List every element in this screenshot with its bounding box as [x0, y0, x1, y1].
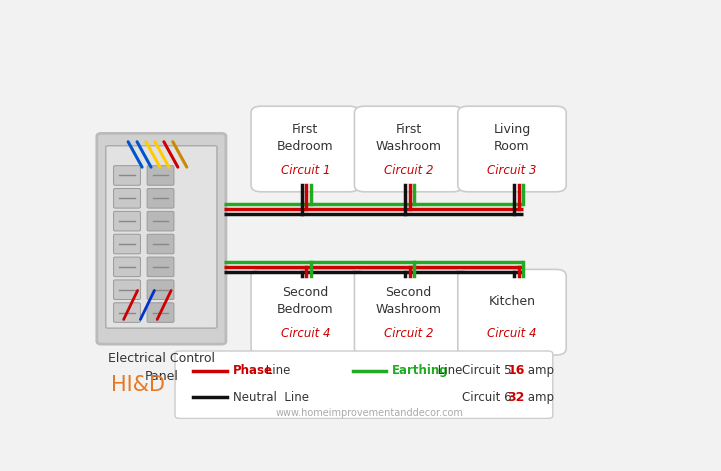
Text: First
Bedroom: First Bedroom	[277, 123, 334, 153]
FancyBboxPatch shape	[114, 280, 141, 300]
Text: Second
Bedroom: Second Bedroom	[277, 286, 334, 317]
Text: Circuit 1: Circuit 1	[280, 164, 330, 177]
FancyBboxPatch shape	[355, 269, 463, 355]
Text: Phase: Phase	[233, 364, 273, 377]
Text: Kitchen: Kitchen	[489, 295, 536, 308]
FancyBboxPatch shape	[114, 234, 141, 254]
Text: Circuit 6: Circuit 6	[461, 390, 519, 404]
FancyBboxPatch shape	[97, 133, 226, 344]
Text: amp: amp	[524, 390, 554, 404]
Text: Circuit 2: Circuit 2	[384, 164, 433, 177]
FancyBboxPatch shape	[147, 211, 174, 231]
Text: Circuit 4: Circuit 4	[487, 327, 536, 341]
Text: Earthing: Earthing	[392, 364, 448, 377]
Text: Circuit 4: Circuit 4	[280, 327, 330, 341]
FancyBboxPatch shape	[106, 146, 217, 328]
Text: Circuit 3: Circuit 3	[487, 164, 536, 177]
FancyBboxPatch shape	[114, 166, 141, 185]
Text: Living
Room: Living Room	[493, 123, 531, 153]
Text: 32: 32	[508, 390, 525, 404]
Text: Electrical Control
Panel: Electrical Control Panel	[108, 352, 215, 383]
Text: 16: 16	[508, 364, 525, 377]
Text: amp: amp	[524, 364, 554, 377]
FancyBboxPatch shape	[175, 351, 553, 418]
FancyBboxPatch shape	[147, 257, 174, 276]
FancyBboxPatch shape	[251, 106, 360, 192]
Text: www.homeimprovementanddecor.com: www.homeimprovementanddecor.com	[275, 408, 464, 418]
FancyBboxPatch shape	[147, 166, 174, 185]
Text: Second
Washroom: Second Washroom	[376, 286, 442, 317]
FancyBboxPatch shape	[147, 234, 174, 254]
Text: Circuit 2: Circuit 2	[384, 327, 433, 341]
FancyBboxPatch shape	[458, 106, 566, 192]
FancyBboxPatch shape	[147, 188, 174, 208]
FancyBboxPatch shape	[251, 269, 360, 355]
FancyBboxPatch shape	[355, 106, 463, 192]
Text: Circuit 5: Circuit 5	[461, 364, 518, 377]
FancyBboxPatch shape	[458, 269, 566, 355]
FancyBboxPatch shape	[147, 303, 174, 322]
FancyBboxPatch shape	[114, 188, 141, 208]
Text: Neutral  Line: Neutral Line	[233, 390, 309, 404]
FancyBboxPatch shape	[114, 303, 141, 322]
FancyBboxPatch shape	[114, 257, 141, 276]
Text: First
Washroom: First Washroom	[376, 123, 442, 153]
FancyBboxPatch shape	[147, 280, 174, 300]
Text: Line: Line	[434, 364, 462, 377]
Text: Line: Line	[262, 364, 290, 377]
FancyBboxPatch shape	[114, 211, 141, 231]
Text: HI&D: HI&D	[110, 375, 164, 395]
